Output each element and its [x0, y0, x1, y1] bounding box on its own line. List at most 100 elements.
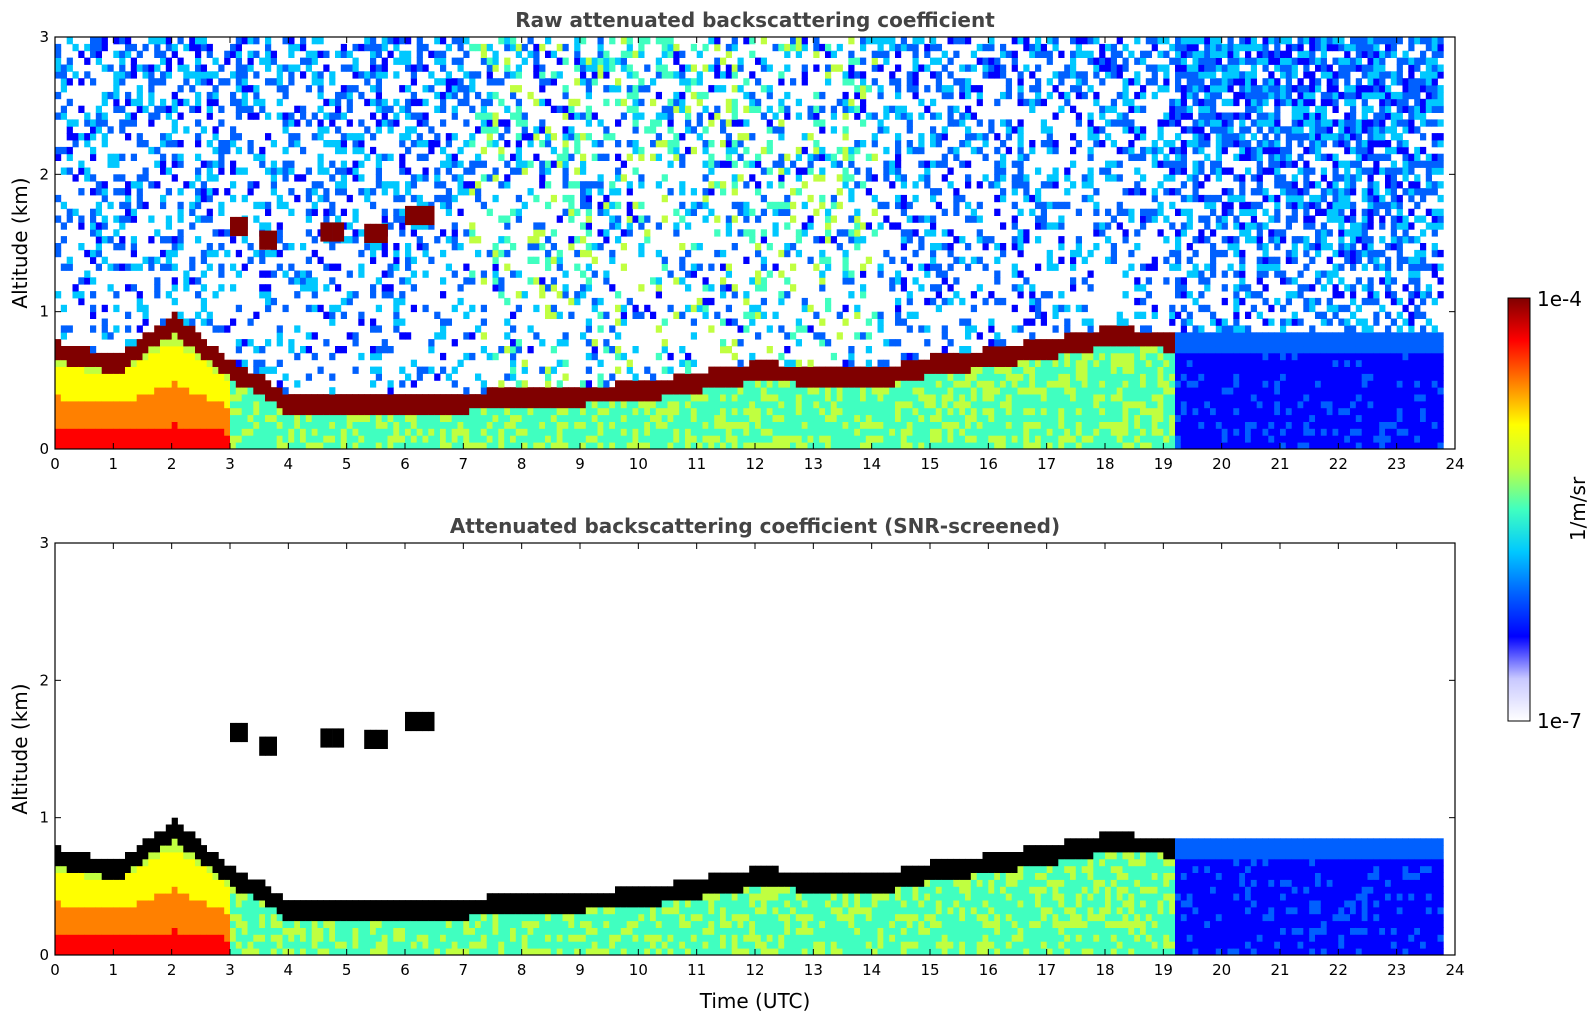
heat-cell: [556, 421, 563, 429]
heat-cell: [95, 105, 102, 113]
heat-cell: [1029, 332, 1036, 340]
heat-cell: [259, 373, 266, 381]
heat-cell: [550, 105, 557, 113]
heat-cell: [136, 346, 143, 354]
heat-cell: [317, 428, 324, 436]
heat-cell: [801, 181, 808, 189]
heat-cell: [177, 366, 184, 374]
heat-cell: [78, 243, 85, 251]
heat-cell: [457, 394, 464, 402]
heat-cell: [533, 222, 540, 230]
heat-cell: [906, 236, 913, 244]
heat-cell: [498, 249, 505, 258]
heat-cell: [125, 442, 132, 449]
heat-cell: [895, 153, 902, 161]
heat-cell: [1029, 43, 1036, 52]
heat-cell: [539, 442, 546, 449]
heat-cell: [60, 263, 67, 271]
heat-cell: [486, 174, 493, 182]
heat-cell: [475, 428, 482, 436]
heat-cell: [539, 85, 546, 93]
heat-cell: [107, 414, 114, 422]
heat-cell: [480, 146, 487, 155]
heat-cell: [160, 318, 167, 326]
heat-cell: [690, 208, 697, 216]
heat-cell: [976, 442, 983, 449]
heat-cell: [1040, 394, 1047, 402]
heat-cell: [912, 435, 919, 443]
heat-cell: [737, 208, 744, 216]
heat-cell: [515, 394, 522, 402]
heat-cell: [177, 236, 184, 244]
heat-cell: [533, 256, 540, 264]
heat-cell: [673, 208, 680, 216]
heat-cell: [556, 43, 563, 52]
heat-cell: [247, 428, 254, 436]
heat-cell: [626, 208, 633, 216]
heat-cell: [597, 208, 604, 216]
heat-cell: [119, 421, 126, 429]
heat-cell: [982, 64, 989, 72]
heat-cell: [877, 50, 884, 58]
heat-cell: [171, 249, 178, 258]
heat-cell: [743, 256, 750, 264]
heat-cell: [766, 325, 773, 333]
heat-cell: [311, 188, 318, 196]
heat-cell: [854, 208, 861, 216]
heat-cell: [323, 428, 330, 436]
heat-cell: [399, 37, 406, 45]
heat-cell: [953, 201, 960, 210]
heat-cell: [486, 43, 493, 52]
heat-cell: [189, 346, 196, 354]
heat-cell: [813, 414, 820, 422]
heat-cell: [486, 249, 493, 258]
heat-cell: [113, 428, 120, 436]
heat-cell: [790, 78, 797, 86]
heat-cell: [743, 421, 750, 429]
heat-cell: [690, 373, 697, 381]
heat-cell: [673, 91, 680, 100]
heat-cell: [801, 380, 808, 388]
heat-cell: [235, 50, 242, 58]
heat-cell: [842, 167, 849, 175]
heat-cell: [988, 394, 995, 402]
heat-cell: [679, 256, 686, 264]
heat-cell: [597, 442, 604, 449]
heat-cell: [819, 366, 826, 374]
heat-cell: [60, 428, 67, 436]
heat-cell: [206, 414, 213, 422]
heat-cell: [457, 78, 464, 86]
heat-cell: [177, 57, 184, 65]
heat-cell: [340, 133, 347, 141]
heat-cell: [959, 394, 966, 402]
heat-cell: [218, 407, 225, 416]
heat-cell: [95, 400, 102, 409]
heat-cell: [340, 91, 347, 100]
heat-cell: [195, 332, 202, 340]
heat-cell: [405, 243, 412, 251]
heat-cell: [749, 50, 756, 58]
heat-cell: [918, 380, 925, 388]
heat-cell: [900, 229, 907, 237]
heat-cell: [259, 435, 266, 443]
heat-cell: [183, 435, 190, 443]
heat-cell: [708, 85, 715, 93]
heat-cell: [860, 291, 867, 299]
heat-cell: [515, 208, 522, 216]
heat-cell: [970, 215, 977, 223]
heat-cell: [60, 325, 67, 333]
heat-cell: [556, 153, 563, 161]
heat-cell: [976, 359, 983, 367]
heat-cell: [300, 394, 307, 402]
heat-cell: [154, 421, 161, 429]
heat-cell: [545, 78, 552, 86]
heat-cell: [148, 98, 155, 107]
heat-cell: [282, 421, 289, 429]
heat-cell: [591, 414, 598, 422]
heat-cell: [177, 201, 184, 210]
heat-cell: [661, 37, 668, 45]
heat-cell: [965, 126, 972, 134]
heat-cell: [585, 380, 592, 388]
heat-cell: [1023, 400, 1030, 409]
heat-cell: [860, 394, 867, 402]
